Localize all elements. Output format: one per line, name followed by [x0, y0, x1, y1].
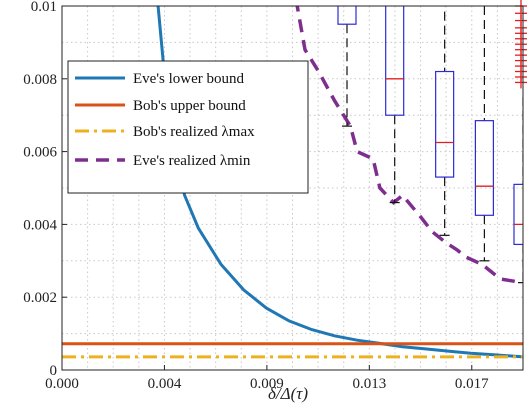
boxplot-box	[513, 183, 523, 246]
eve-lower-bound-line	[156, 6, 523, 359]
boxplot-2	[385, 6, 405, 204]
y-tick-label: 0.008	[23, 72, 57, 88]
boxplot-box	[337, 6, 357, 25]
x-tick-label: 0.009	[250, 376, 284, 392]
y-tick-label: 0.006	[23, 145, 57, 161]
legend-box	[67, 60, 309, 194]
legend: Eve's lower bound Bob's upper bound Bob's …	[67, 60, 309, 194]
y-tick-label: 0.01	[31, 0, 57, 15]
y-tick-label: 0	[50, 363, 58, 379]
boxplot-box	[474, 120, 494, 216]
y-tick-label: 0.002	[23, 290, 57, 306]
tick-labels: 0.000 0.004 0.009 0.013 0.017 0 0.002 0.004 0.00…	[23, 0, 489, 392]
legend-label: Eve's realized λmin	[133, 153, 251, 169]
x-tick-label: 0.004	[148, 376, 182, 392]
eve-realized-lambda-min-line	[295, 6, 523, 285]
boxplot-3	[435, 6, 455, 236]
legend-label: Eve's lower bound	[133, 71, 245, 87]
y-tick-label: 0.004	[23, 217, 57, 233]
series-layer	[62, 6, 523, 359]
x-tick-label: 0.017	[455, 376, 489, 392]
boxplot-4	[474, 6, 494, 262]
x-axis-label: δ/Δ(τ)	[268, 384, 308, 403]
plot-frame	[61, 5, 524, 371]
boxplot-box	[385, 6, 405, 116]
axes	[61, 5, 524, 371]
x-tick-label: 0.000	[45, 376, 79, 392]
boxplot-1	[337, 6, 357, 127]
boxplot-layer	[337, 0, 527, 284]
boxplot-box	[435, 70, 455, 178]
boxplot-5	[513, 97, 523, 284]
legend-label: Bob's realized λmax	[133, 124, 255, 140]
x-tick-label: 0.013	[352, 376, 386, 392]
legend-label: Bob's upper bound	[133, 98, 246, 114]
